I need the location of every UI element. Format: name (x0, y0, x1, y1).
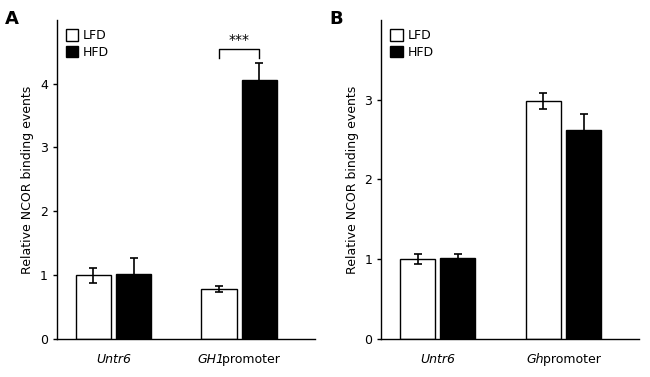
Bar (440, 257, 476, 339)
Bar (242, 80, 277, 339)
Bar (400, 259, 436, 339)
Bar (202, 289, 237, 339)
Text: Untr6: Untr6 (96, 353, 131, 366)
Text: promoter: promoter (218, 353, 280, 366)
Legend: LFD, HFD: LFD, HFD (390, 29, 434, 59)
Text: promoter: promoter (539, 353, 601, 366)
Text: ***: *** (229, 33, 250, 47)
Text: Gh: Gh (526, 353, 544, 366)
Bar (76, 275, 111, 339)
Bar (526, 101, 561, 339)
Y-axis label: Relative NCOR binding events: Relative NCOR binding events (346, 85, 359, 274)
Text: GH1: GH1 (198, 353, 224, 366)
Text: A: A (5, 10, 20, 28)
Bar (116, 274, 151, 339)
Text: B: B (330, 10, 343, 28)
Legend: LFD, HFD: LFD, HFD (66, 29, 109, 59)
Bar (566, 130, 601, 339)
Y-axis label: Relative NCOR binding events: Relative NCOR binding events (21, 85, 34, 274)
Text: Untr6: Untr6 (421, 353, 455, 366)
